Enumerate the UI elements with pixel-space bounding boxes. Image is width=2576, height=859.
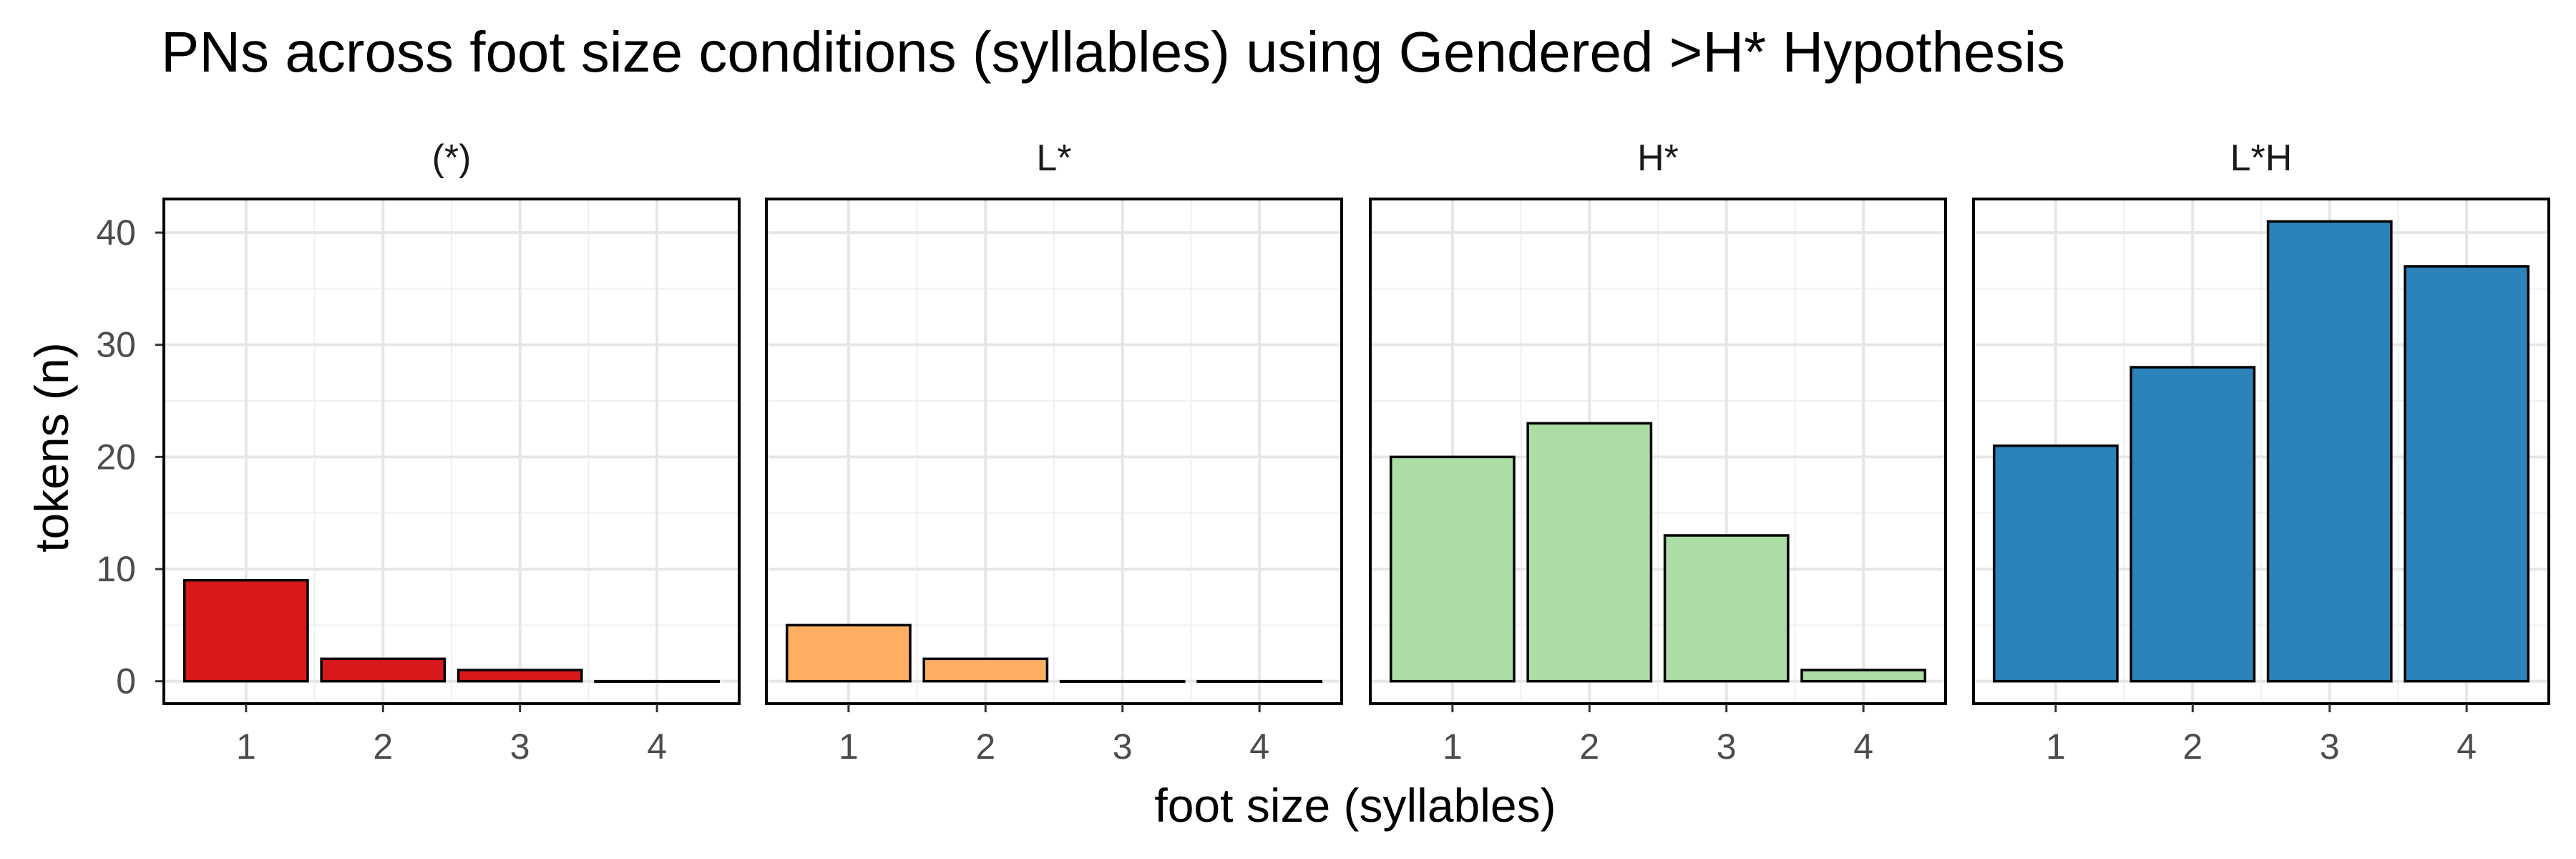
panel-border [162,198,741,705]
y-tick-label: 10 [96,549,136,589]
x-tick-label: 4 [1853,727,1873,767]
bar-L*H-2 [2129,366,2256,683]
bar-L*-3 [1059,679,1186,683]
panel-border [1972,198,2550,705]
x-tick-label: 1 [236,727,256,767]
bar-H*-1 [1389,455,1516,683]
x-tick-label: 2 [1579,727,1599,767]
x-tick-label: 1 [2046,727,2066,767]
x-tick-label: 3 [1113,727,1133,767]
panel-border [1369,198,1947,705]
bar-L*-2 [922,657,1049,683]
x-tick-label: 4 [1249,727,1269,767]
x-tick-label: 4 [647,727,667,767]
facet-panel: L* 1 2 3 4 [765,137,1343,767]
facet-panel: L*H 1 2 3 4 [1972,137,2550,767]
bar-L*H-4 [2404,265,2530,683]
chart-title: PNs across foot size conditions (syllabl… [161,20,2065,84]
facet-strip-label: H* [1637,137,1679,179]
bar-H*-4 [1800,669,1927,683]
facet-strip-label: L* [1036,137,1071,179]
x-tick-label: 2 [2182,727,2202,767]
x-tick-label: 4 [2457,727,2477,767]
x-tick-label: 2 [373,727,393,767]
y-axis-label: tokens (n) [25,342,78,552]
bar-(*)-2 [320,657,447,683]
bar-H*-3 [1663,534,1790,683]
facet-strip-label: (*) [432,137,472,179]
y-tick-label: 20 [96,437,136,477]
bar-L*H-1 [1992,444,2119,683]
panel-border [765,198,1343,705]
bar-L*-4 [1196,679,1323,683]
x-tick-label: 3 [1717,727,1737,767]
facet-panel: (*) 1 2 3 4 [162,137,741,767]
bar-(*)-3 [457,669,583,683]
y-tick-label: 0 [116,661,136,702]
y-tick-label: 40 [96,213,136,253]
bar-L*H-3 [2266,220,2393,683]
facet-panel: H* 1 2 3 4 [1369,137,1947,767]
bar-H*-2 [1526,422,1653,683]
bar-L*-1 [785,623,912,683]
x-tick-label: 1 [1443,727,1463,767]
x-tick-label: 1 [839,727,859,767]
x-tick-label: 3 [510,727,530,767]
x-tick-label: 2 [975,727,995,767]
facet-strip-label: L*H [2230,137,2293,179]
x-axis-label: foot size (syllables) [1154,779,1556,832]
bar-(*)-4 [594,679,721,683]
y-tick-label: 30 [96,325,136,365]
plot-layer: 0 10 20 30 40 (*) 1 2 3 4 L* 1 2 3 4 H* 1 2 3 4 L*H 1 2 3 4 [96,137,2550,767]
x-tick-label: 3 [2320,727,2340,767]
bar-(*)-1 [182,578,309,683]
